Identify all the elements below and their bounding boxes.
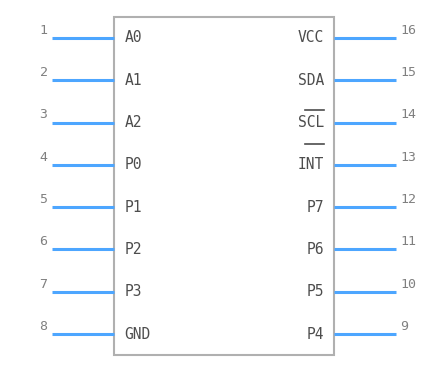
Text: P6: P6: [306, 242, 324, 257]
Text: A0: A0: [124, 31, 142, 45]
Text: 6: 6: [39, 235, 47, 248]
Text: 2: 2: [39, 66, 47, 79]
Text: 14: 14: [401, 108, 417, 121]
Text: P2: P2: [124, 242, 142, 257]
Text: 15: 15: [401, 66, 417, 79]
Text: P0: P0: [124, 157, 142, 172]
Text: INT: INT: [297, 157, 324, 172]
Text: P5: P5: [306, 284, 324, 299]
Text: 4: 4: [39, 151, 47, 164]
Text: 11: 11: [401, 235, 417, 248]
Text: 9: 9: [401, 320, 409, 333]
Text: 16: 16: [401, 24, 417, 37]
Text: P1: P1: [124, 200, 142, 215]
Text: 5: 5: [39, 193, 47, 206]
Text: VCC: VCC: [297, 31, 324, 45]
Bar: [114, 17, 334, 355]
Text: 3: 3: [39, 108, 47, 121]
Text: 13: 13: [401, 151, 417, 164]
Text: SCL: SCL: [297, 115, 324, 130]
Text: GND: GND: [124, 327, 151, 341]
Text: 1: 1: [39, 24, 47, 37]
Text: 12: 12: [401, 193, 417, 206]
Text: 10: 10: [401, 278, 417, 291]
Text: A1: A1: [124, 73, 142, 88]
Text: A2: A2: [124, 115, 142, 130]
Text: P4: P4: [306, 327, 324, 341]
Text: P7: P7: [306, 200, 324, 215]
Text: SDA: SDA: [297, 73, 324, 88]
Text: 7: 7: [39, 278, 47, 291]
Text: 8: 8: [39, 320, 47, 333]
Text: P3: P3: [124, 284, 142, 299]
